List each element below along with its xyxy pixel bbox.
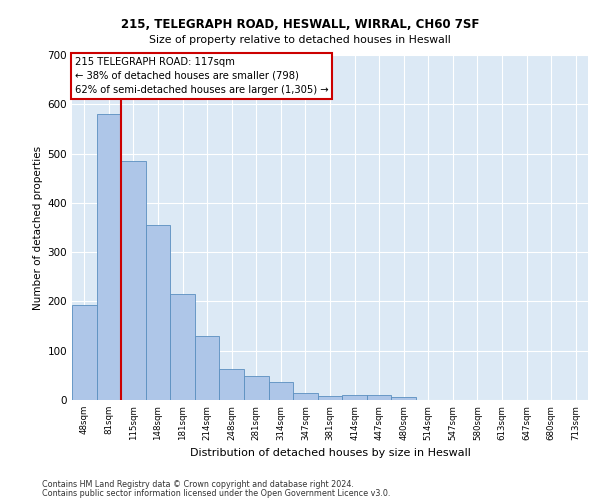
Bar: [293, 392, 318, 400]
Y-axis label: Number of detached properties: Number of detached properties: [34, 146, 43, 310]
Text: 215, TELEGRAPH ROAD, HESWALL, WIRRAL, CH60 7SF: 215, TELEGRAPH ROAD, HESWALL, WIRRAL, CH…: [121, 18, 479, 30]
Text: Contains public sector information licensed under the Open Government Licence v3: Contains public sector information licen…: [42, 488, 391, 498]
Bar: [367, 395, 391, 400]
Bar: [72, 305, 97, 400]
Text: Contains HM Land Registry data © Crown copyright and database right 2024.: Contains HM Land Registry data © Crown c…: [42, 480, 354, 489]
Bar: [342, 395, 367, 400]
Bar: [195, 336, 220, 400]
Bar: [391, 397, 416, 400]
Bar: [269, 382, 293, 400]
Bar: [170, 294, 195, 400]
Text: Size of property relative to detached houses in Heswall: Size of property relative to detached ho…: [149, 35, 451, 45]
Bar: [121, 161, 146, 400]
X-axis label: Distribution of detached houses by size in Heswall: Distribution of detached houses by size …: [190, 448, 470, 458]
Bar: [146, 225, 170, 400]
Bar: [97, 114, 121, 400]
Bar: [244, 376, 269, 400]
Bar: [318, 396, 342, 400]
Bar: [220, 369, 244, 400]
Text: 215 TELEGRAPH ROAD: 117sqm
← 38% of detached houses are smaller (798)
62% of sem: 215 TELEGRAPH ROAD: 117sqm ← 38% of deta…: [74, 56, 328, 94]
